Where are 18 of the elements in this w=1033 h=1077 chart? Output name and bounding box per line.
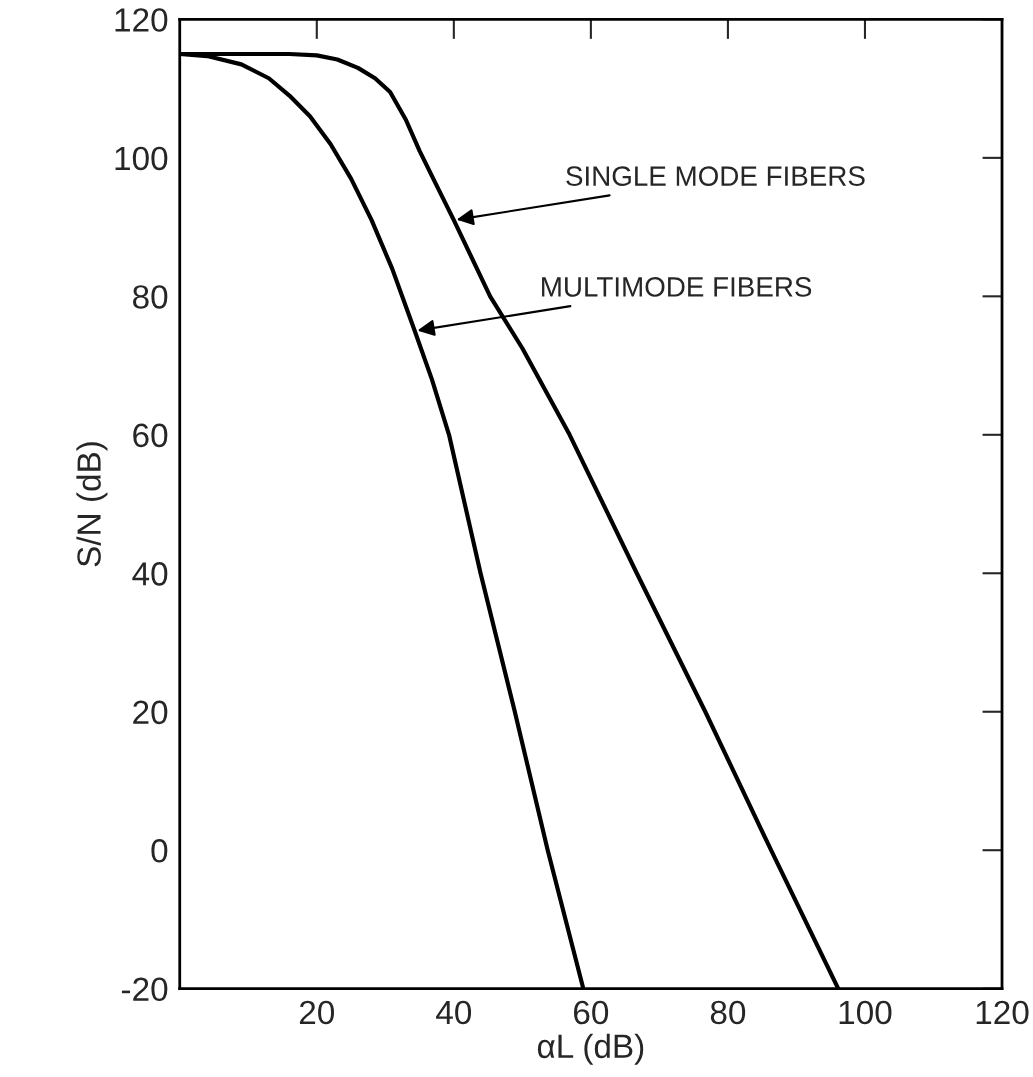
- x-tick-label: 20: [299, 1000, 335, 1025]
- y-tick-label: 80: [133, 285, 168, 309]
- y-tick-label: 120: [115, 8, 168, 32]
- y-tick-label: 40: [132, 562, 168, 586]
- y-tick-label: -20: [121, 977, 168, 1002]
- x-tick-label: 40: [436, 1000, 472, 1025]
- y-tick-label: 100: [115, 146, 168, 171]
- x-tick-label: 100: [839, 1000, 892, 1025]
- y-tick-label: 60: [133, 423, 168, 448]
- x-axis-title: αL (dB): [537, 1033, 644, 1065]
- x-tick-label: 80: [710, 1000, 746, 1025]
- y-axis-title: S/N (dB): [76, 442, 108, 567]
- x-tick-label: 120: [976, 1000, 1029, 1025]
- x-tick-label: 60: [574, 1000, 609, 1025]
- annotation: SINGLE MODE FIBERS: [566, 166, 865, 186]
- y-tick-label: 20: [133, 700, 168, 725]
- y-tick-label: 0: [151, 839, 168, 863]
- annotation: MULTIMODE FIBERS: [542, 277, 812, 297]
